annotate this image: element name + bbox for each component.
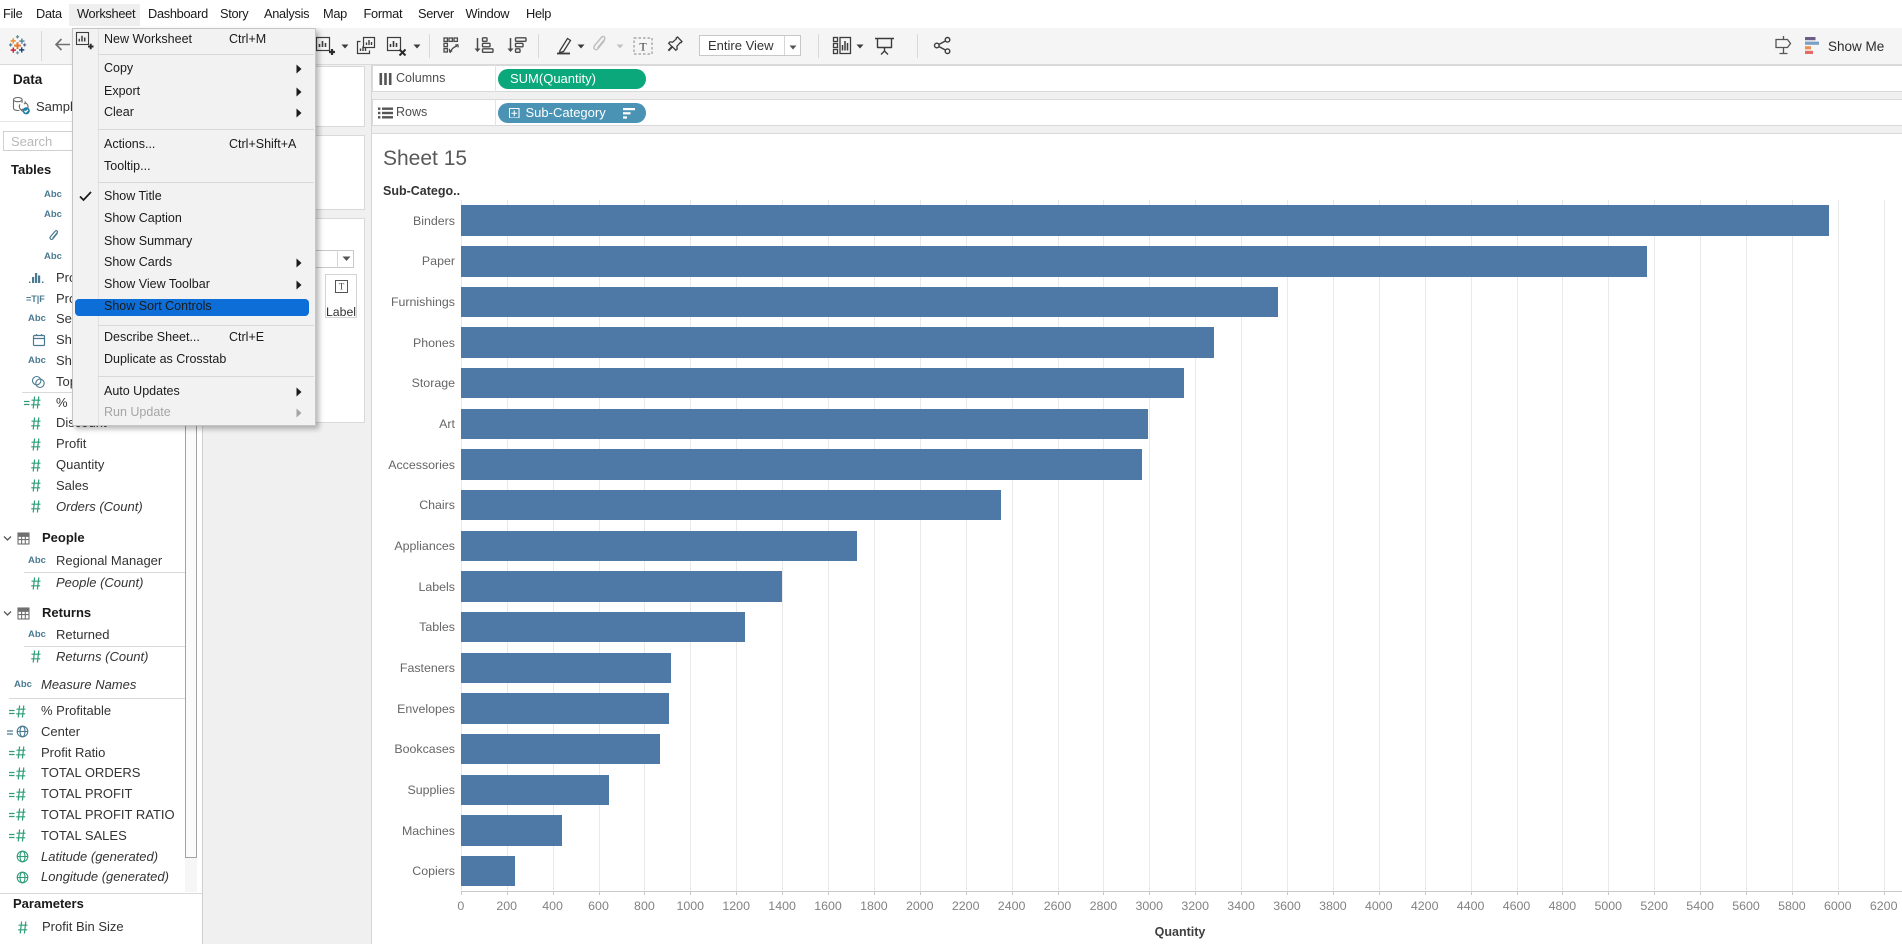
svg-text:T: T xyxy=(338,282,344,292)
svg-text:T: T xyxy=(639,40,647,54)
